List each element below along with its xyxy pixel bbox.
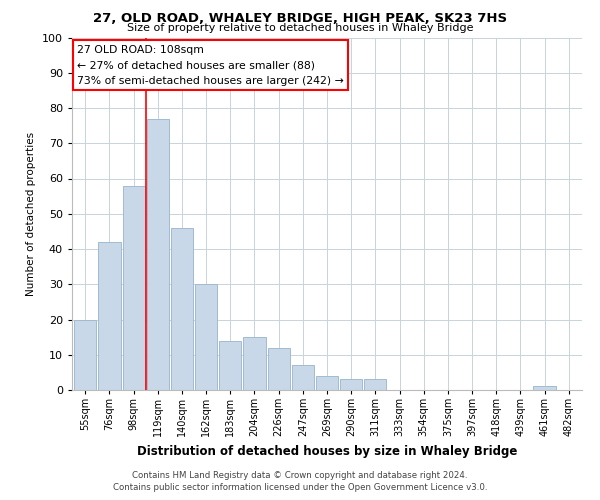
Text: Contains HM Land Registry data © Crown copyright and database right 2024.
Contai: Contains HM Land Registry data © Crown c…: [113, 471, 487, 492]
Text: 27 OLD ROAD: 108sqm
← 27% of detached houses are smaller (88)
73% of semi-detach: 27 OLD ROAD: 108sqm ← 27% of detached ho…: [77, 44, 344, 86]
Bar: [171, 228, 193, 390]
Bar: [195, 284, 217, 390]
X-axis label: Distribution of detached houses by size in Whaley Bridge: Distribution of detached houses by size …: [137, 444, 517, 458]
Bar: [122, 186, 145, 390]
Bar: [292, 366, 314, 390]
Bar: [74, 320, 97, 390]
Bar: [364, 380, 386, 390]
Bar: [340, 380, 362, 390]
Bar: [219, 340, 241, 390]
Bar: [316, 376, 338, 390]
Text: 27, OLD ROAD, WHALEY BRIDGE, HIGH PEAK, SK23 7HS: 27, OLD ROAD, WHALEY BRIDGE, HIGH PEAK, …: [93, 12, 507, 24]
Bar: [533, 386, 556, 390]
Bar: [244, 337, 266, 390]
Text: Size of property relative to detached houses in Whaley Bridge: Size of property relative to detached ho…: [127, 23, 473, 33]
Y-axis label: Number of detached properties: Number of detached properties: [26, 132, 37, 296]
Bar: [268, 348, 290, 390]
Bar: [146, 118, 169, 390]
Bar: [98, 242, 121, 390]
